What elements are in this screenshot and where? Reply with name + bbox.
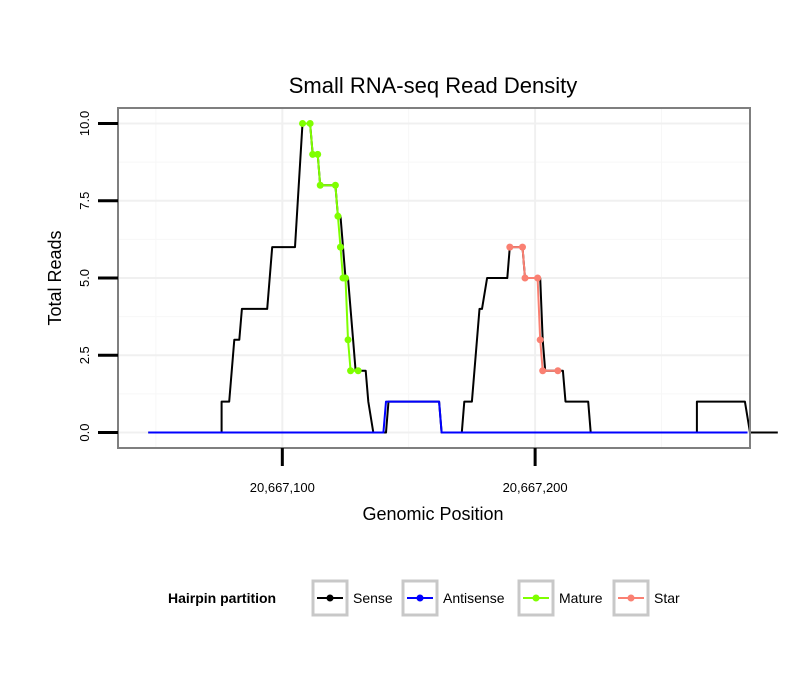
y-tick-label: 0.0 — [77, 424, 92, 442]
y-tick-label: 10.0 — [77, 111, 92, 136]
y-tick-label: 7.5 — [77, 192, 92, 210]
data-point — [539, 367, 547, 375]
series-star — [506, 243, 562, 375]
legend-key-point — [416, 594, 424, 602]
data-point — [344, 336, 352, 344]
data-point — [334, 212, 342, 220]
data-point — [521, 274, 529, 282]
legend-item-star: Star — [612, 579, 680, 617]
legend-label: Sense — [353, 590, 393, 606]
legend: Hairpin partition Sense Antisense Mature St… — [168, 579, 680, 617]
chart-title: Small RNA-seq Read Density — [289, 73, 578, 98]
series-layer — [148, 119, 778, 434]
x-tick-label: 20,667,200 — [503, 480, 568, 495]
data-point — [506, 243, 514, 251]
data-point — [554, 367, 562, 375]
legend-label: Mature — [559, 590, 603, 606]
data-point — [342, 274, 350, 282]
y-axis-title: Total Reads — [45, 230, 65, 325]
data-point — [306, 119, 314, 127]
legend-key-point — [532, 594, 540, 602]
data-point — [316, 181, 324, 189]
series-mature — [299, 119, 362, 375]
legend-label: Star — [654, 590, 680, 606]
data-point — [331, 181, 339, 189]
series-antisense — [148, 400, 748, 434]
legend-item-sense: Sense — [311, 579, 393, 617]
legend-label: Antisense — [443, 590, 505, 606]
data-point — [536, 336, 544, 344]
data-point — [336, 243, 344, 251]
legend-key-point — [326, 594, 334, 602]
legend-title: Hairpin partition — [168, 590, 276, 606]
y-tick-label: 2.5 — [77, 346, 92, 364]
data-point — [347, 367, 355, 375]
legend-item-antisense: Antisense — [401, 579, 505, 617]
legend-key-point — [627, 594, 635, 602]
y-tick-label: 5.0 — [77, 269, 92, 287]
data-point — [354, 367, 362, 375]
series-line-antisense — [148, 400, 748, 434]
x-tick-label: 20,667,100 — [250, 480, 315, 495]
data-point — [314, 150, 322, 158]
x-axis: 20,667,100 20,667,200 — [250, 448, 568, 495]
legend-item-mature: Mature — [517, 579, 603, 617]
x-axis-title: Genomic Position — [362, 504, 503, 524]
data-point — [299, 119, 307, 127]
data-point — [534, 274, 542, 282]
data-point — [518, 243, 526, 251]
data-point — [309, 150, 317, 158]
y-axis: 0.0 2.5 5.0 7.5 10.0 — [77, 111, 118, 442]
